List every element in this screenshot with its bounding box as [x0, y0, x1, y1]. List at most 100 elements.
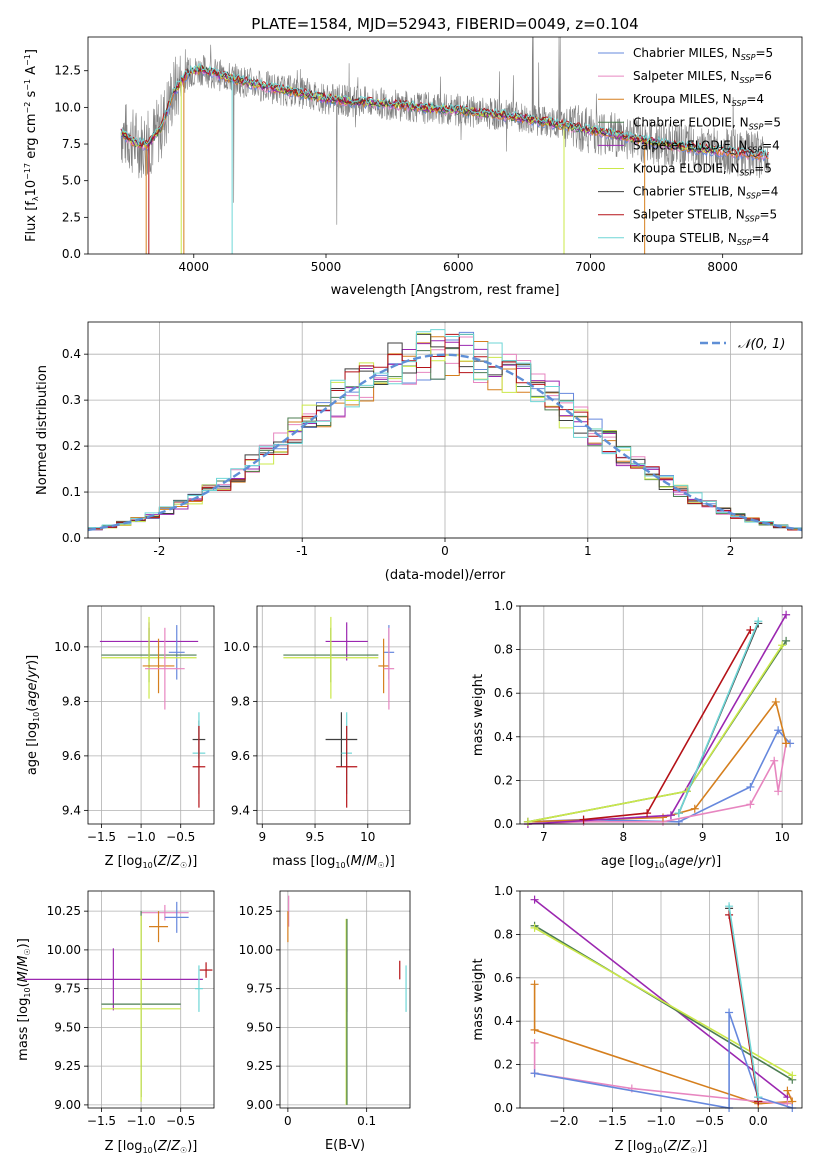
tick-label-x: 9 [699, 830, 707, 844]
y-axis-label: mass [log10​(M/M☉​)] [16, 938, 32, 1061]
tick-label-y: 9.6 [231, 749, 250, 763]
tick-label-y: 9.4 [62, 803, 81, 817]
tick-label-x: 7 [540, 830, 548, 844]
tick-label-x: 0 [441, 544, 449, 558]
tick-label-x: 8 [619, 830, 627, 844]
tick-label-y: 10.00 [239, 943, 273, 957]
gridlines [88, 891, 214, 1108]
axes-frame [87, 605, 215, 825]
errorbars-mass_vs_Z [23, 901, 213, 1102]
marker-miles_kroupa [783, 1086, 792, 1095]
tick-label-y: 1.0 [494, 884, 513, 898]
legend-label-miles_kroupa: Kroupa MILES, NSSP​=4 [633, 92, 764, 108]
axes-frame [256, 605, 411, 825]
axes-frame [519, 605, 803, 825]
tick-label-x: −1.5 [87, 1114, 116, 1128]
tick-label-y: 9.75 [246, 982, 273, 996]
legend-label-stelib_salpeter: Salpeter STELIB, NSSP​=5 [633, 208, 777, 224]
tick-label-y: 9.00 [246, 1098, 273, 1112]
series-line-stelib_kroupa [728, 906, 759, 1098]
tick-label-x: 6000 [443, 260, 474, 274]
x-axis-label: Z [log10​(Z/Z☉​)] [615, 1139, 708, 1155]
marker-stelib_salpeter [746, 625, 755, 634]
tick-label-y: 0.4 [494, 1014, 513, 1028]
marker-stelib_kroupa [754, 617, 763, 626]
marker-elodie_chabrier [782, 636, 791, 645]
legend: Chabrier MILES, NSSP​=5 Salpeter MILES, N… [598, 46, 781, 247]
axes-age_vs_Z: −1.5 −1.0 −0.5 9.4 9.6 9.8 10.0 [54, 606, 214, 844]
ticks [276, 910, 368, 1112]
tick-label-x: 10 [360, 830, 375, 844]
tick-label-x: 2 [727, 544, 735, 558]
legend-label-stelib_kroupa: Kroupa STELIB, NSSP​=4 [633, 231, 769, 247]
tick-label-y: 9.50 [246, 1020, 273, 1034]
marker-miles_kroupa [530, 1025, 539, 1034]
gridlines [520, 605, 802, 825]
marker-elodie_kroupa [523, 817, 532, 826]
marker-miles_chabrier [746, 782, 755, 791]
gridlines [280, 891, 410, 1108]
tick-label-y: 0.1 [62, 485, 81, 499]
tick-label-y: 0.2 [494, 773, 513, 787]
axes-frame [279, 890, 411, 1109]
tick-label-x: -2 [153, 544, 165, 558]
marker-miles_chabrier [774, 726, 783, 735]
tick-label-y: 10.00 [47, 943, 81, 957]
axes-mass_vs_ebv: 0 0.1 9.00 9.25 9.50 9.75 10.00 10.25 [239, 891, 410, 1128]
tick-label-x: 9 [258, 830, 266, 844]
tick-label-x: −2.0 [549, 1114, 578, 1128]
marker-elodie_kroupa [788, 1071, 797, 1080]
tick-label-y: 9.4 [231, 803, 250, 817]
marker-elodie_kroupa [530, 923, 539, 932]
tick-label-y: 0.0 [62, 531, 81, 545]
ticks [253, 646, 369, 828]
gridlines [88, 606, 214, 824]
marker-stelib_salpeter [643, 809, 652, 818]
legend-label-elodie_salpeter: Salpeter ELODIE, NSSP​=4 [633, 138, 780, 154]
marker-stelib_salpeter [579, 815, 588, 824]
marker-elodie_salpeter [782, 610, 791, 619]
tick-label-y: 5.0 [62, 174, 81, 188]
tick-label-y: 0.8 [494, 643, 513, 657]
ticks [84, 646, 182, 828]
tick-label-x: 9.5 [305, 830, 324, 844]
tick-label-y: 0.0 [494, 817, 513, 831]
legend-label-elodie_kroupa: Kroupa ELODIE, NSSP​=5 [633, 162, 772, 178]
tick-label-x: 0.1 [357, 1114, 376, 1128]
tick-label-y: 9.25 [246, 1059, 273, 1073]
ticks [516, 890, 759, 1112]
tick-label-y: 0.0 [494, 1101, 513, 1115]
marker-stelib_salpeter [725, 910, 734, 919]
spectrum-lines [120, 37, 770, 254]
tick-label-y: 0.0 [62, 247, 81, 261]
tick-label-x: 1 [584, 544, 592, 558]
series-line-miles_chabrier [534, 1012, 793, 1109]
lines-weight_vs_age [523, 610, 795, 828]
marker-elodie_salpeter [666, 811, 675, 820]
ticks [84, 910, 182, 1112]
tick-label-y: 10.25 [47, 904, 81, 918]
tick-label-x: −0.5 [166, 1114, 195, 1128]
normal-curve [88, 353, 802, 532]
chart-title: PLATE=1584, MJD=52943, FIBERID=0049, z=0… [251, 15, 638, 33]
ticks [84, 70, 724, 258]
tick-label-x: 0 [284, 1114, 292, 1128]
tick-label-y: 0.4 [494, 730, 513, 744]
series-line-elodie_chabrier [534, 925, 793, 1081]
tick-label-y: 0.2 [494, 1058, 513, 1072]
x-axis-label: Z [log10​(Z/Z☉​)] [105, 1139, 198, 1155]
tick-label-y: 9.8 [62, 694, 81, 708]
y-axis-label: age [log10​(age/yr)] [25, 655, 41, 775]
marker-miles_kroupa [690, 804, 699, 813]
y-axis-label: Normed distribution [35, 365, 50, 495]
tick-label-y: 12.5 [54, 64, 81, 78]
axes-frame [519, 890, 803, 1109]
series-line-elodie_kroupa [534, 927, 793, 1077]
marker-miles_kroupa [771, 697, 780, 706]
tick-label-x: 5000 [311, 260, 342, 274]
tick-label-y: 9.00 [54, 1098, 81, 1112]
ticks [516, 605, 783, 828]
tick-label-x: −0.5 [695, 1114, 724, 1128]
legend-label-elodie_chabrier: Chabrier ELODIE, NSSP​=5 [633, 115, 781, 131]
